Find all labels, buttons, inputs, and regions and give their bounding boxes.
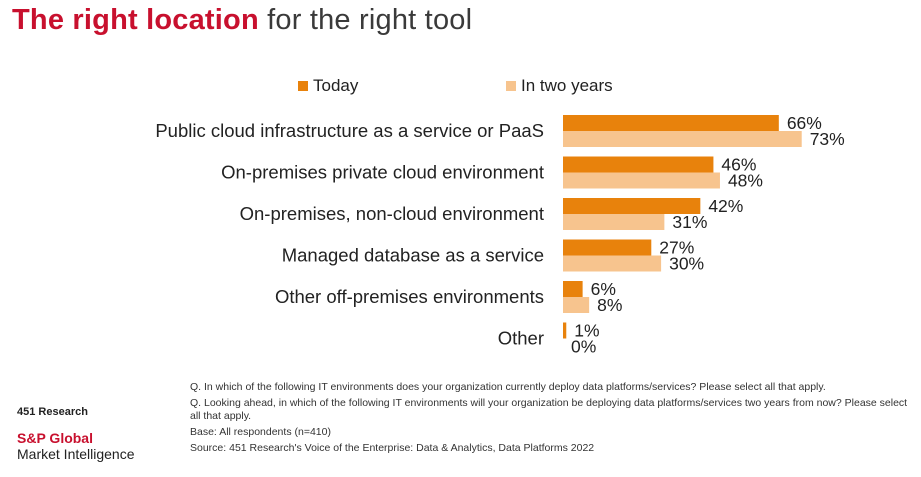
legend-label-two-years: In two years — [521, 76, 613, 95]
legend-item-two-years: In two years — [506, 76, 613, 96]
bar-today — [563, 115, 779, 131]
page-title: The right location for the right tool — [12, 4, 472, 37]
bar-two-years — [563, 131, 802, 147]
data-label-today: 27% — [659, 238, 694, 258]
data-label-two-years: 31% — [672, 212, 707, 232]
category-label: Managed database as a service — [282, 245, 544, 266]
title-accent: The right location — [12, 4, 259, 36]
brand-block: 451 Research S&P Global Market Intellige… — [17, 406, 135, 463]
bar-two-years — [563, 255, 662, 272]
chart-legend: Today In two years — [0, 76, 921, 100]
bar-two-years — [563, 297, 590, 313]
legend-label-today: Today — [313, 76, 359, 95]
bar-today — [563, 239, 652, 256]
footnote-base: Base: All respondents (n=410) — [190, 426, 331, 438]
footnote-question-current: Q. In which of the following IT environm… — [190, 381, 826, 393]
brand-sp-global-logo: S&P Global — [17, 430, 93, 446]
category-label: On-premises private cloud environment — [221, 162, 544, 183]
footnote-question-future: Q. Looking ahead, in which of the follow… — [190, 397, 908, 422]
bar-today — [563, 281, 583, 297]
title-rest: for the right tool — [267, 4, 473, 36]
data-label-today: 46% — [721, 155, 756, 175]
bar-today — [563, 156, 714, 173]
category-label: Public cloud infrastructure as a service… — [155, 120, 544, 141]
bar-two-years — [563, 172, 720, 189]
bar-chart: Public cloud infrastructure as a service… — [155, 113, 845, 357]
footnotes: Q. In which of the following IT environm… — [190, 381, 915, 458]
data-label-today: 1% — [574, 321, 599, 341]
data-label-two-years: 8% — [597, 295, 622, 315]
bar-two-years — [563, 214, 665, 230]
data-label-two-years: 30% — [669, 254, 704, 274]
data-label-two-years: 0% — [571, 337, 596, 357]
data-label-today: 6% — [591, 279, 616, 299]
legend-swatch-two-years — [506, 81, 516, 91]
bar-today — [563, 198, 701, 214]
category-label: Other — [498, 328, 544, 349]
bar-today — [563, 322, 567, 339]
data-label-two-years: 48% — [728, 171, 763, 191]
data-label-two-years: 73% — [810, 129, 845, 149]
category-label: Other off-premises environments — [275, 286, 544, 307]
legend-swatch-today — [298, 81, 308, 91]
data-label-today: 66% — [787, 113, 822, 133]
category-label: On-premises, non-cloud environment — [240, 203, 544, 224]
legend-item-today: Today — [298, 76, 358, 96]
footnote-source: Source: 451 Research's Voice of the Ente… — [190, 442, 595, 454]
brand-market-intelligence: Market Intelligence — [17, 446, 135, 462]
data-label-today: 42% — [708, 196, 743, 216]
brand-451-research: 451 Research — [17, 406, 88, 418]
